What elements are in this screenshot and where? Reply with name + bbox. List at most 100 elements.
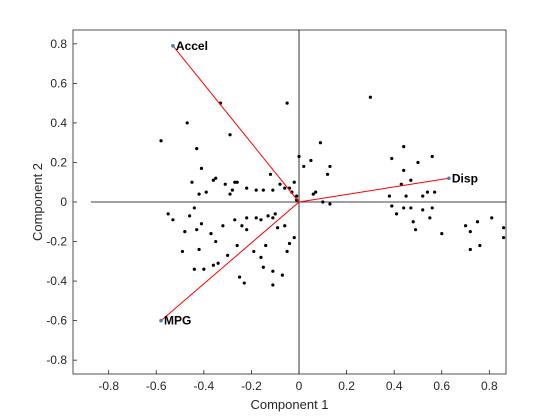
data-point bbox=[171, 218, 175, 222]
data-point bbox=[402, 145, 406, 149]
data-point bbox=[228, 192, 232, 196]
y-tick-label: -0.2 bbox=[46, 235, 67, 249]
data-point bbox=[221, 224, 225, 228]
x-tick-label: -0.6 bbox=[146, 379, 167, 393]
y-tick-label: 0 bbox=[60, 195, 67, 209]
data-point bbox=[199, 166, 204, 170]
data-point bbox=[325, 172, 330, 176]
data-point bbox=[490, 216, 494, 220]
data-point bbox=[271, 269, 275, 273]
data-point bbox=[230, 188, 235, 192]
data-point bbox=[202, 267, 206, 271]
data-point bbox=[502, 226, 506, 230]
data-point bbox=[309, 158, 313, 163]
data-point bbox=[409, 178, 413, 182]
data-point bbox=[223, 182, 227, 186]
data-point bbox=[211, 263, 215, 267]
data-point bbox=[197, 247, 201, 252]
data-point bbox=[233, 180, 237, 184]
data-point bbox=[159, 139, 163, 143]
data-point bbox=[209, 232, 213, 236]
data-point bbox=[271, 188, 275, 192]
vector-mpg bbox=[160, 201, 300, 321]
data-point bbox=[368, 95, 372, 99]
data-point bbox=[430, 206, 434, 210]
y-tick-label: 0.8 bbox=[50, 37, 67, 51]
vector-tip-disp bbox=[447, 176, 451, 181]
y-tick-label: -0.6 bbox=[46, 314, 67, 328]
data-point bbox=[192, 206, 196, 210]
data-point bbox=[468, 230, 472, 234]
data-point bbox=[421, 194, 425, 198]
data-point bbox=[502, 235, 506, 240]
data-point bbox=[394, 212, 399, 216]
data-point bbox=[242, 281, 246, 285]
data-point bbox=[468, 247, 472, 252]
data-point bbox=[235, 180, 239, 184]
vector-tip-accel bbox=[171, 44, 175, 48]
data-point bbox=[276, 226, 280, 230]
data-point bbox=[433, 190, 437, 194]
x-tick-label: 0 bbox=[296, 379, 303, 393]
data-point bbox=[425, 190, 430, 194]
data-point bbox=[295, 194, 299, 198]
data-point bbox=[214, 176, 218, 180]
data-point bbox=[237, 275, 242, 279]
data-point bbox=[271, 216, 275, 220]
data-point bbox=[292, 235, 296, 240]
data-point bbox=[285, 101, 289, 105]
y-axis-title: Component 2 bbox=[30, 163, 45, 241]
x-tick-label: 0.6 bbox=[433, 379, 450, 393]
data-point bbox=[216, 261, 220, 265]
x-axis-title: Component 1 bbox=[250, 397, 328, 412]
data-point bbox=[387, 194, 392, 198]
data-point bbox=[268, 172, 273, 176]
data-point bbox=[404, 194, 408, 198]
data-point bbox=[421, 208, 425, 212]
data-point bbox=[195, 147, 199, 151]
data-point bbox=[430, 154, 434, 159]
vector-label-disp: Disp bbox=[452, 171, 478, 185]
data-point bbox=[204, 190, 208, 194]
data-point bbox=[428, 216, 432, 220]
data-point bbox=[328, 202, 332, 206]
data-point bbox=[302, 164, 306, 169]
data-point bbox=[440, 232, 444, 236]
data-point bbox=[402, 168, 406, 172]
data-point bbox=[261, 265, 265, 269]
data-point bbox=[261, 188, 265, 192]
vector-label-mpg: MPG bbox=[164, 314, 191, 328]
data-point bbox=[183, 230, 187, 234]
x-tick-label: -0.4 bbox=[194, 379, 215, 393]
data-point bbox=[463, 224, 468, 228]
data-point bbox=[166, 212, 170, 216]
x-tick-label: -0.2 bbox=[241, 379, 262, 393]
data-point bbox=[259, 255, 263, 259]
data-point bbox=[266, 214, 270, 218]
data-point bbox=[278, 182, 282, 186]
data-point bbox=[283, 224, 287, 228]
x-tick-label: 0.8 bbox=[481, 379, 498, 393]
data-point bbox=[271, 283, 275, 287]
data-point bbox=[328, 164, 332, 169]
data-point bbox=[195, 228, 199, 232]
data-point bbox=[411, 220, 415, 224]
data-point bbox=[321, 200, 325, 204]
data-point bbox=[226, 253, 230, 257]
data-point bbox=[245, 216, 249, 220]
data-point bbox=[254, 216, 258, 220]
data-point bbox=[211, 178, 215, 182]
data-point bbox=[413, 228, 418, 232]
data-point bbox=[297, 154, 301, 159]
data-point bbox=[252, 249, 256, 254]
data-point bbox=[185, 121, 189, 125]
y-tick-label: 0.4 bbox=[50, 116, 67, 130]
data-point bbox=[314, 190, 318, 194]
data-point bbox=[190, 180, 194, 184]
data-point bbox=[409, 206, 413, 210]
data-point bbox=[273, 212, 277, 216]
data-point bbox=[187, 214, 192, 218]
y-tick-label: 0.6 bbox=[50, 76, 67, 90]
